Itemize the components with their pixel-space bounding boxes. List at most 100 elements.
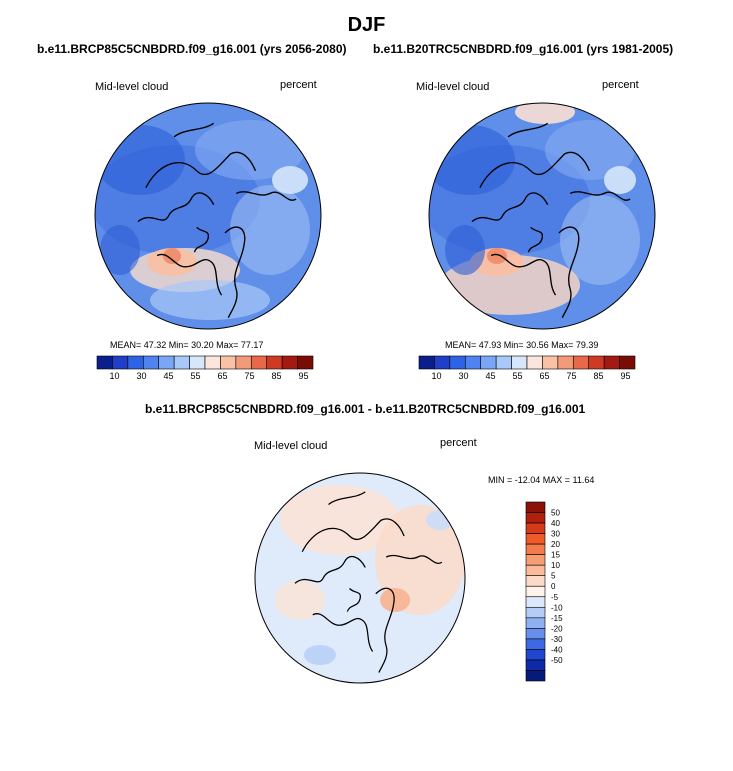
map-field-3 — [255, 473, 465, 683]
panel1-min: 30.20 — [191, 340, 214, 350]
panel1-mean: 47.32 — [143, 340, 167, 350]
colorbar-tick-label: 95 — [299, 371, 309, 381]
colorbar-swatch — [266, 355, 283, 370]
coastline — [471, 192, 549, 223]
panel3-units-label: percent — [440, 437, 477, 449]
colorbar-swatch — [434, 355, 451, 370]
colorbar-2: 10 30 45 55 65 75 85 95 — [418, 355, 636, 381]
colorbar-swatch — [127, 355, 144, 370]
colorbar-swatch — [250, 355, 268, 370]
field-region — [95, 125, 185, 195]
colorbar-swatch — [525, 554, 546, 566]
colorbar-swatch — [572, 355, 590, 370]
colorbar-tick-label: 40 — [551, 519, 560, 528]
coastline — [312, 613, 374, 652]
colorbar-swatch — [526, 355, 543, 370]
colorbar-swatch — [511, 355, 528, 370]
colorbar-swatch — [525, 585, 546, 598]
colorbar-tick-label: -15 — [551, 614, 563, 623]
panel1-title: b.e11.BRCP85C5CNBDRD.f09_g16.001 (yrs 20… — [37, 42, 347, 56]
colorbar-swatch — [525, 649, 546, 661]
field-region — [560, 195, 640, 285]
colorbar-swatch — [588, 355, 605, 370]
coastline — [145, 151, 257, 189]
colorbar-swatch — [220, 355, 237, 370]
colorbar-swatch — [525, 628, 546, 640]
colorbar-swatch — [235, 355, 252, 370]
coastline — [385, 554, 443, 564]
colorbar-swatch — [525, 543, 546, 555]
polar-map-3 — [254, 472, 466, 684]
colorbar-tick-label: -5 — [551, 593, 559, 602]
field-region — [515, 103, 575, 124]
field-region — [163, 248, 181, 264]
field-region — [280, 485, 400, 555]
field-region — [545, 120, 635, 180]
page-title: DJF — [347, 14, 386, 36]
field-region — [380, 588, 410, 612]
panel2-max: 79.39 — [575, 340, 599, 350]
colorbar-swatch — [96, 355, 113, 370]
panel2-variable-label: Mid-level cloud — [416, 81, 490, 93]
colorbar-tick-label: 15 — [551, 551, 560, 560]
colorbar-tick-label: 95 — [621, 371, 631, 381]
coastline — [294, 555, 366, 584]
colorbar-tick-label: 45 — [486, 371, 496, 381]
panel3-variable-label: Mid-level cloud — [254, 440, 328, 452]
colorbar-tick-label: 55 — [191, 371, 201, 381]
colorbar-tick-label: 10 — [432, 371, 442, 381]
colorbar-tick-label: 10 — [110, 371, 120, 381]
coastline — [375, 587, 395, 673]
panel2-min: 30.56 — [526, 340, 549, 350]
colorbar-swatch — [525, 659, 546, 671]
colorbar-tick-label: 65 — [218, 371, 228, 381]
colorbar-tick-label: -40 — [551, 645, 563, 654]
coastline — [346, 588, 361, 612]
colorbar-tick-label: 30 — [137, 371, 147, 381]
colorbar-swatch — [525, 575, 546, 587]
colorbar-tick-label: 50 — [551, 509, 560, 518]
colorbar-swatch — [142, 355, 160, 370]
panel1-units-label: percent — [280, 79, 317, 91]
colorbar-tick-label: 75 — [567, 371, 577, 381]
map-border — [254, 472, 466, 684]
colorbar-swatch — [173, 355, 190, 370]
colorbar-tick-label: -50 — [551, 656, 563, 665]
colorbar-tick-label: 20 — [551, 540, 560, 549]
colorbar-tick-label: 85 — [594, 371, 604, 381]
field-region — [195, 120, 305, 180]
panel2-title: b.e11.B20TRC5CNBDRD.f09_g16.001 (yrs 198… — [373, 42, 674, 56]
coastline — [507, 122, 549, 138]
field-region — [275, 580, 325, 620]
colorbar-swatch — [619, 355, 636, 370]
colorbar-swatch — [525, 564, 546, 577]
colorbar-swatch — [204, 355, 221, 370]
colorbar-swatch — [418, 355, 435, 370]
field-region — [150, 280, 270, 320]
colorbar-tick-label: 30 — [459, 371, 469, 381]
field-region — [375, 505, 465, 615]
coastline — [490, 253, 557, 296]
colorbar-swatch — [281, 355, 298, 370]
colorbar-swatch — [525, 522, 546, 534]
colorbar-swatch — [480, 355, 497, 370]
field-region — [426, 510, 454, 530]
colorbar-swatch — [525, 533, 546, 545]
field-region — [100, 225, 140, 275]
colorbar-tick-label: 0 — [551, 582, 556, 591]
colorbar-swatch — [158, 355, 175, 370]
map-border — [94, 102, 322, 330]
coastline — [173, 122, 215, 138]
colorbar-tick-label: 10 — [551, 561, 560, 570]
field-region — [304, 645, 336, 665]
colorbar-tick-label: 45 — [164, 371, 174, 381]
coastline — [569, 191, 631, 201]
field-region — [445, 225, 485, 275]
colorbar-swatch — [449, 355, 466, 370]
colorbar-tick-label: -30 — [551, 635, 563, 644]
colorbar-swatch — [542, 355, 559, 370]
colorbar-swatch — [297, 355, 314, 370]
field-region — [429, 125, 515, 195]
